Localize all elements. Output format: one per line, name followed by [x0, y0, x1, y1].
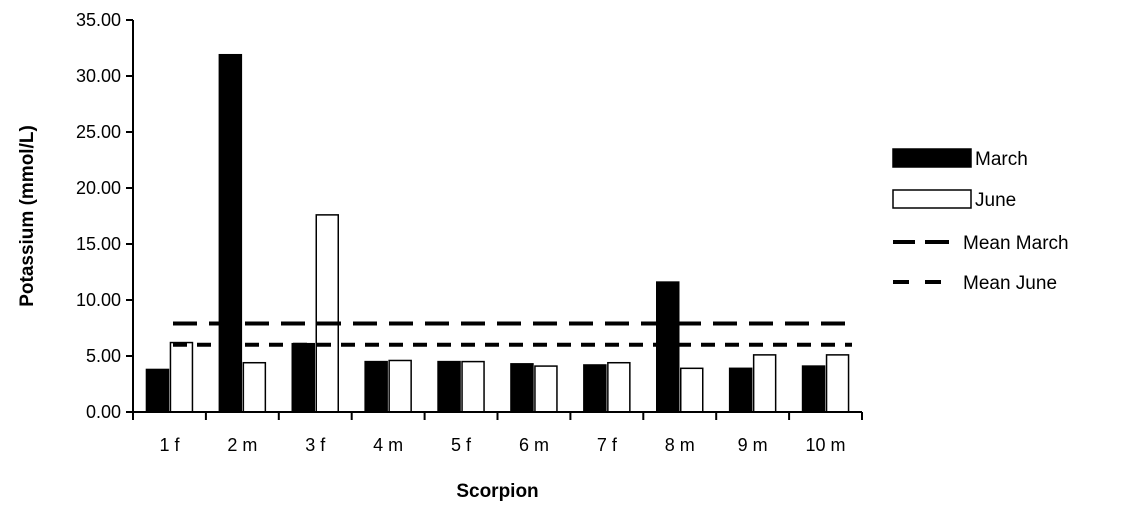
y-tick-label: 5.00: [86, 346, 121, 366]
y-tick-label: 10.00: [76, 290, 121, 310]
y-tick-label: 20.00: [76, 178, 121, 198]
y-tick-label: 30.00: [76, 66, 121, 86]
bar-june: [607, 361, 631, 413]
x-tick-label: 10 m: [806, 435, 846, 455]
x-tick-label: 6 m: [519, 435, 549, 455]
bar-march: [728, 367, 753, 413]
legend: March June Mean March Mean June: [892, 148, 1069, 294]
bar-march: [656, 281, 680, 413]
x-tick-label: 8 m: [665, 435, 695, 455]
bar-march: [437, 360, 461, 413]
x-tick-label: 2 m: [227, 435, 257, 455]
ticks: 0.00 5.00 10.00 15.00 20.00 25.00 30.00 35.00 1 …: [76, 10, 863, 455]
bar-june: [315, 214, 339, 413]
bar-march: [510, 363, 534, 413]
bar-june: [680, 367, 704, 413]
bar-june: [461, 360, 485, 413]
bar-june: [752, 354, 777, 413]
bar-march: [218, 53, 243, 413]
bar-june: [169, 341, 194, 413]
legend-label: June: [975, 190, 1016, 211]
y-tick-label: 0.00: [86, 402, 121, 422]
bar-june: [242, 361, 267, 413]
bar-june: [388, 359, 412, 413]
y-axis-title: Potassium (mmol/L): [17, 125, 38, 307]
bar-march: [145, 368, 170, 413]
legend-label: Mean June: [963, 273, 1057, 294]
bars: [145, 53, 850, 413]
y-tick-label: 15.00: [76, 234, 121, 254]
y-tick-label: 35.00: [76, 10, 121, 30]
x-axis-title: Scorpion: [456, 481, 538, 502]
bar-june: [825, 354, 850, 413]
reference-lines: [173, 321, 852, 347]
bar-march: [583, 364, 607, 413]
x-tick-label: 5 f: [451, 435, 472, 455]
x-tick-label: 1 f: [159, 435, 180, 455]
bar-march: [801, 365, 826, 413]
legend-swatch-june: [892, 189, 972, 209]
legend-label: March: [975, 149, 1028, 170]
legend-swatch-march: [892, 148, 972, 168]
x-tick-label: 3 f: [305, 435, 326, 455]
legend-label: Mean March: [963, 233, 1069, 254]
bar-march: [364, 360, 388, 413]
bar-march: [291, 342, 315, 413]
x-tick-label: 4 m: [373, 435, 403, 455]
y-tick-label: 25.00: [76, 122, 121, 142]
axes: [132, 20, 862, 413]
bar-june: [534, 365, 558, 413]
x-tick-label: 9 m: [738, 435, 768, 455]
x-tick-label: 7 f: [597, 435, 618, 455]
